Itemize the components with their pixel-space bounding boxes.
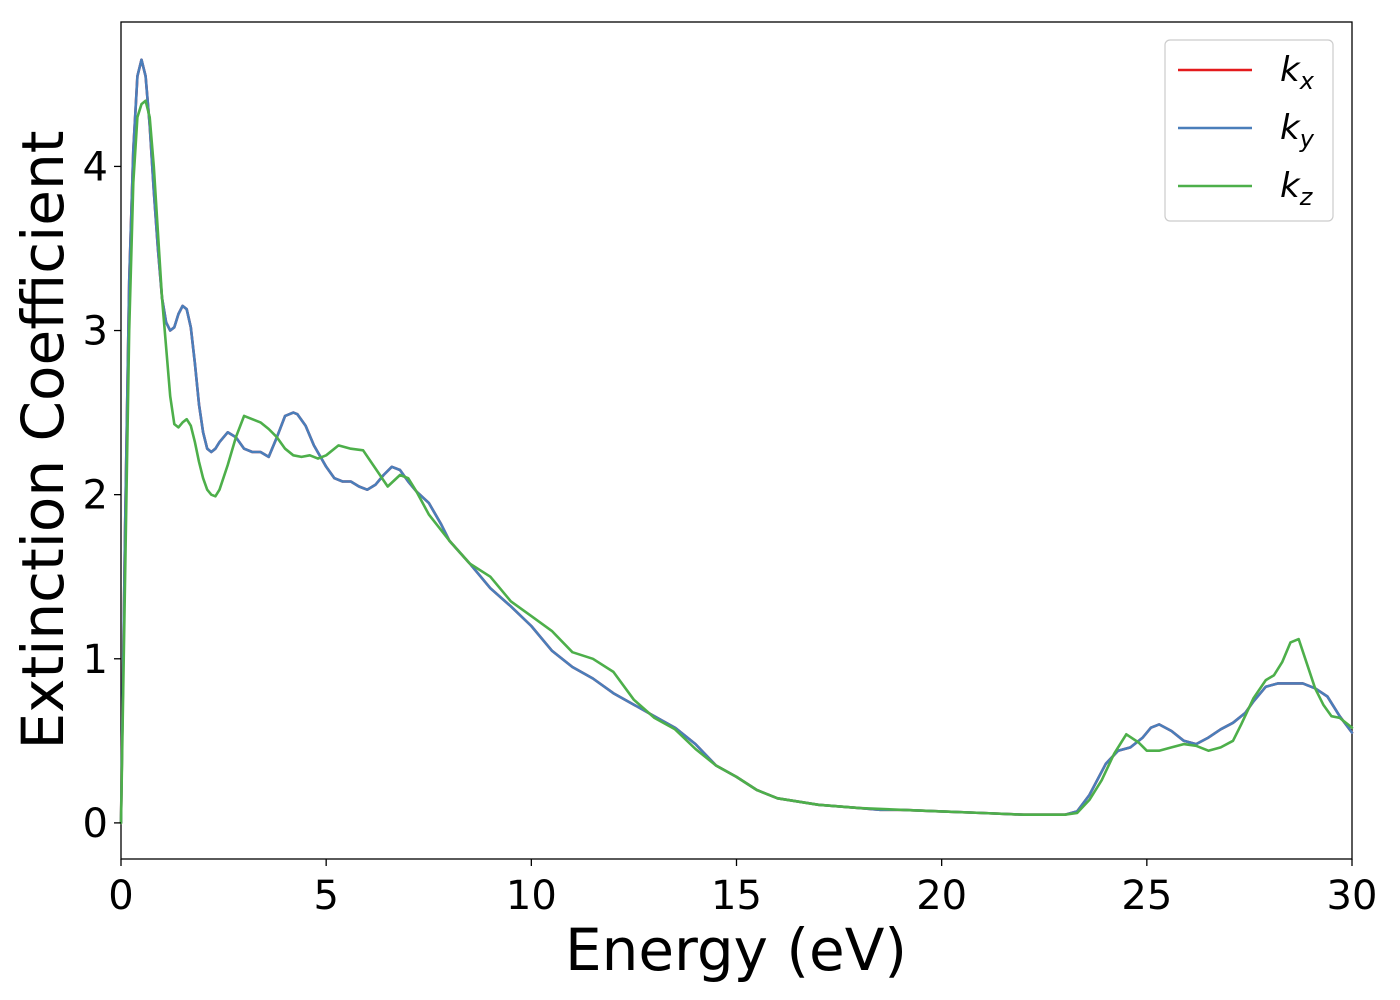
y-tick-label: 4 [83, 144, 108, 190]
legend-label-y: ky [1280, 108, 1315, 153]
x-axis-title: Energy (eV) [565, 916, 907, 984]
plot-frame [120, 21, 1353, 860]
x-tick-label: 25 [1121, 873, 1172, 919]
y-axis-title: Extinction Coefficient [9, 131, 77, 750]
legend-label-z: kz [1280, 166, 1314, 211]
x-tick-label: 20 [916, 873, 967, 919]
x-tick-label: 5 [313, 873, 338, 919]
x-tick-label: 15 [711, 873, 762, 919]
y-axis-ticks: 0 1 2 3 4 [83, 144, 121, 847]
x-axis-ticks: 0 5 10 15 20 25 30 [108, 859, 1377, 919]
y-tick-label: 2 [83, 473, 108, 519]
legend: kx ky kz [1164, 39, 1334, 222]
legend-items: kx ky kz [1178, 50, 1315, 211]
y-tick-label: 1 [83, 637, 108, 683]
legend-label-x: kx [1280, 50, 1315, 95]
y-tick-label: 3 [83, 309, 108, 355]
series-layer [119, 58, 1354, 825]
x-tick-label: 0 [108, 873, 133, 919]
legend-box [1164, 39, 1334, 222]
plot-area [119, 21, 1354, 860]
series-line-y [119, 58, 1354, 825]
series-line-z [119, 99, 1354, 825]
y-tick-label: 0 [83, 801, 108, 847]
x-tick-label: 30 [1327, 873, 1378, 919]
x-tick-label: 10 [506, 873, 557, 919]
